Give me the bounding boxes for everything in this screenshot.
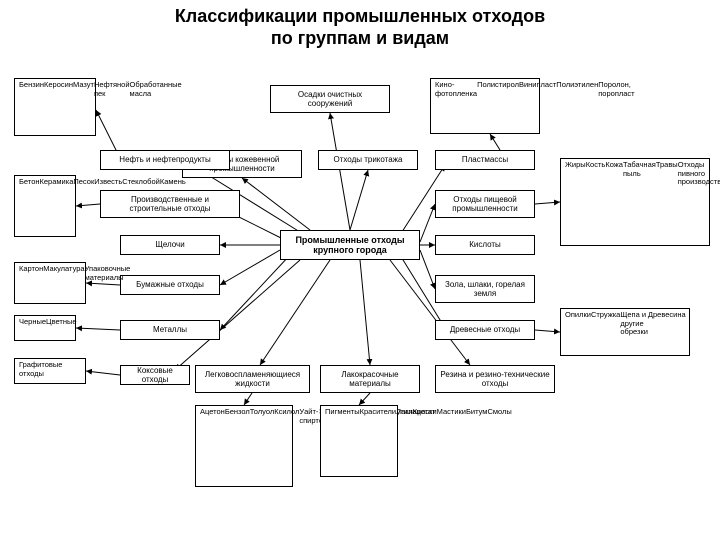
page-title: Классификации промышленных отходов по гр… — [0, 6, 720, 49]
node-l_pigm: ПигментыКрасителиЛакиКраскиМастикиБитумС… — [320, 405, 398, 477]
edge-center-trik — [350, 170, 368, 230]
edge-center-bumag — [220, 250, 280, 285]
node-l_chern: ЧерныеЦветные — [14, 315, 76, 341]
edge-plast-l_kino — [490, 134, 500, 150]
edge-pish-l_zhiry — [535, 202, 560, 204]
edge-legko-l_aceton — [244, 393, 252, 405]
node-trik: Отходы трикотажа — [318, 150, 418, 170]
edge-center-legko — [260, 260, 330, 365]
edge-lako-l_pigm — [359, 393, 370, 405]
edge-drev-l_opil — [535, 330, 560, 332]
node-l_graf: Графитовые отходы — [14, 358, 86, 384]
edge-koks-l_graf — [86, 371, 120, 375]
node-l_karton: КартонМакулатураУпаковочные материалы — [14, 262, 86, 304]
node-kisl: Кислоты — [435, 235, 535, 255]
edge-center-zola — [420, 250, 435, 289]
edge-center-metal — [220, 255, 290, 330]
title-line-1: Классификации промышленных отходов — [175, 6, 545, 26]
node-neft: Нефть и нефтепродукты — [100, 150, 230, 170]
node-zola: Зола, шлаки, горелая земля — [435, 275, 535, 303]
edge-center_top-osadki — [330, 113, 350, 230]
node-drev: Древесные отходы — [435, 320, 535, 340]
edge-metal-l_chern — [76, 328, 120, 330]
node-l_beton: БетонКерамикаПесокИзвестьСтеклобойКамень — [14, 175, 76, 237]
node-osadki: Осадки очистных сооружений — [270, 85, 390, 113]
node-plast: Пластмассы — [435, 150, 535, 170]
node-metal: Металлы — [120, 320, 220, 340]
node-lako: Лакокрасочные материалы — [320, 365, 420, 393]
node-l_zhiry: ЖирыКостьКожаТабачная пыльТравыОтходы пи… — [560, 158, 710, 246]
edge-center-kozh — [242, 178, 310, 230]
node-center: Промышленные отходы крупного города — [280, 230, 420, 260]
edge-stroit-l_beton — [76, 204, 100, 206]
node-pish: Отходы пищевой промышленности — [435, 190, 535, 218]
node-legko: Легковоспламеняющиеся жидкости — [195, 365, 310, 393]
node-rezina: Резина и резино-технические отходы — [435, 365, 555, 393]
edge-center-lako — [360, 260, 370, 365]
edge-center-pish — [420, 204, 435, 242]
node-l_opil: ОпилкиСтружкаЩепа и другие обрезкиДревес… — [560, 308, 690, 356]
title-line-2: по группам и видам — [271, 28, 449, 48]
node-bumag: Бумажные отходы — [120, 275, 220, 295]
node-stroit: Производственные и строительные отходы — [100, 190, 240, 218]
node-l_aceton: АцетонБензолТолуолКсилолУайт-спиртЭтилов… — [195, 405, 293, 487]
node-l_kino: Кино-фотопленкаПолистиролВинипластПолиэт… — [430, 78, 540, 134]
node-l_benz: БензинКеросинМазутНефтяной пекОбработанн… — [14, 78, 96, 136]
edge-bumag-l_karton — [86, 283, 120, 285]
node-koks: Коксовые отходы — [120, 365, 190, 385]
node-shel: Щелочи — [120, 235, 220, 255]
